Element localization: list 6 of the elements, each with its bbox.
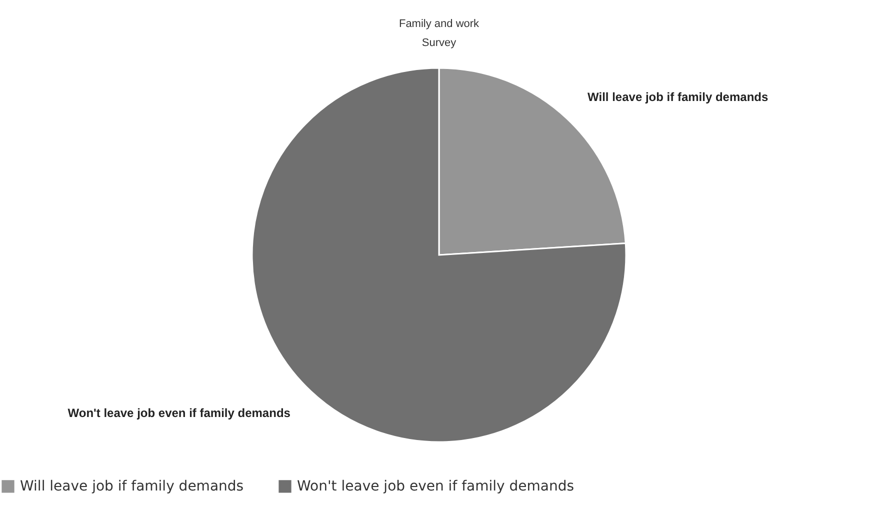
chart-subtitle: Survey <box>422 37 457 49</box>
chart-title: Family and work <box>398 18 480 30</box>
slice-label: Won't leave job even if family demands <box>68 406 291 420</box>
legend-label: Will leave job if family demands <box>20 478 244 494</box>
legend-label: Won't leave job even if family demands <box>297 478 574 494</box>
slice-label: Will leave job if family demands <box>588 90 768 104</box>
